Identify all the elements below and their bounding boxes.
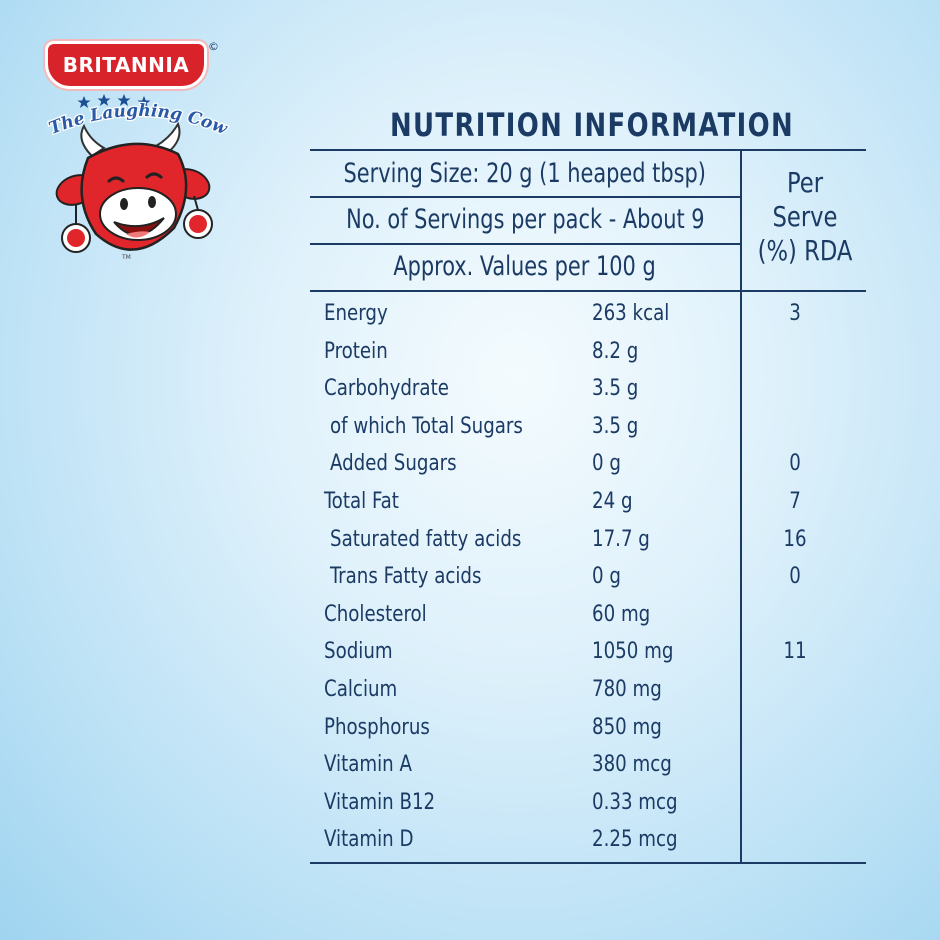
nutrient-amount: 8.2 g bbox=[592, 338, 639, 364]
nutrient-name: Cholesterol bbox=[324, 601, 427, 627]
nutrient-name: Protein bbox=[324, 338, 388, 364]
nutrient-rda: 7 bbox=[789, 488, 801, 514]
table-row: Energy 263 kcal 3 bbox=[310, 298, 866, 336]
nutrient-rda: 0 bbox=[789, 564, 801, 590]
nutrient-rows: Energy 263 kcal 3 Protein 8.2 g Carbohydrat… bbox=[310, 298, 866, 862]
table-row: Total Fat 24 g 7 bbox=[310, 486, 866, 524]
servings-per-pack: No. of Servings per pack - About 9 bbox=[345, 204, 705, 235]
rda-header-line: Serve bbox=[772, 200, 838, 233]
nutrient-amount: 380 mcg bbox=[592, 752, 672, 778]
trademark-mark: TM bbox=[122, 254, 131, 261]
brand-name: BRITANNIA bbox=[62, 53, 190, 77]
star-icons bbox=[77, 94, 151, 108]
rda-header-line: Per bbox=[786, 166, 824, 199]
laughing-cow-tagline: The Laughing Cow bbox=[45, 94, 230, 138]
registered-mark: © bbox=[208, 40, 219, 53]
nutrient-name: Calcium bbox=[324, 676, 398, 702]
nutrient-amount: 263 kcal bbox=[592, 301, 670, 326]
nutrient-name: Vitamin B12 bbox=[324, 789, 436, 815]
column-divider bbox=[740, 149, 742, 864]
earring-box-icon bbox=[61, 195, 213, 253]
brand-logo: BRITANNIA © The Laughing Cow bbox=[40, 38, 230, 278]
table-row: Carbohydrate 3.5 g bbox=[310, 373, 866, 411]
top-rule bbox=[310, 149, 866, 151]
serving-divider bbox=[310, 196, 740, 198]
table-bottom-rule bbox=[310, 862, 866, 864]
nutrient-name: Phosphorus bbox=[324, 714, 430, 740]
nutrient-amount: 3.5 g bbox=[592, 376, 639, 402]
nutrient-rda: 11 bbox=[783, 639, 807, 665]
table-row: Protein 8.2 g bbox=[310, 336, 866, 374]
nutrient-amount: 24 g bbox=[592, 488, 633, 514]
nutrient-amount: 2.25 mcg bbox=[592, 827, 678, 853]
nutrient-name: Saturated fatty acids bbox=[330, 526, 522, 552]
nutrient-amount: 850 mg bbox=[592, 714, 662, 740]
table-row: of which Total Sugars 3.5 g bbox=[310, 411, 866, 449]
nutrient-name: Energy bbox=[324, 301, 388, 326]
nutrient-name: Total Fat bbox=[324, 488, 399, 514]
nutrient-rda: 16 bbox=[783, 526, 807, 552]
nutrient-amount: 0.33 mcg bbox=[592, 789, 678, 815]
table-title: NUTRITION INFORMATION bbox=[390, 106, 794, 144]
rda-header-line: (%) RDA bbox=[757, 234, 853, 267]
nutrient-amount: 0 g bbox=[592, 451, 621, 477]
nutrient-name: Vitamin A bbox=[324, 752, 412, 778]
nutrient-name: Added Sugars bbox=[330, 451, 457, 477]
laughing-cow-mascot-icon bbox=[55, 121, 213, 253]
nutrient-name: Sodium bbox=[324, 639, 393, 665]
table-row: Added Sugars 0 g 0 bbox=[310, 448, 866, 486]
nutrient-amount: 60 mg bbox=[592, 601, 651, 627]
table-row: Vitamin D 2.25 mcg bbox=[310, 824, 866, 862]
nutrient-amount: 17.7 g bbox=[592, 526, 650, 552]
nutrient-rda: 3 bbox=[789, 301, 801, 326]
nutrient-name: Vitamin D bbox=[324, 827, 414, 853]
table-row: Phosphorus 850 mg bbox=[310, 712, 866, 750]
table-row: Sodium 1050 mg 11 bbox=[310, 636, 866, 674]
nutrient-rda: 0 bbox=[789, 451, 801, 477]
nutrient-amount: 3.5 g bbox=[592, 413, 639, 439]
servings-divider bbox=[310, 243, 740, 245]
table-row: Vitamin B12 0.33 mcg bbox=[310, 787, 866, 825]
table-row: Saturated fatty acids 17.7 g 16 bbox=[310, 524, 866, 562]
table-row: Calcium 780 mg bbox=[310, 674, 866, 712]
table-row: Trans Fatty acids 0 g 0 bbox=[310, 561, 866, 599]
table-row: Cholesterol 60 mg bbox=[310, 599, 866, 637]
rda-column-header: Per Serve (%) RDA bbox=[744, 166, 866, 268]
header-bottom-rule bbox=[310, 290, 866, 292]
nutrient-name: of which Total Sugars bbox=[330, 413, 523, 439]
nutrient-amount: 1050 mg bbox=[592, 639, 674, 665]
serving-size: Serving Size: 20 g (1 heaped tbsp) bbox=[343, 158, 707, 189]
nutrient-name: Trans Fatty acids bbox=[330, 564, 482, 590]
britannia-badge: BRITANNIA bbox=[48, 44, 204, 86]
nutrient-amount: 780 mg bbox=[592, 676, 662, 702]
table-row: Vitamin A 380 mcg bbox=[310, 749, 866, 787]
nutrient-name: Carbohydrate bbox=[324, 376, 449, 402]
nutrient-amount: 0 g bbox=[592, 564, 621, 590]
approx-values: Approx. Values per 100 g bbox=[393, 251, 657, 282]
